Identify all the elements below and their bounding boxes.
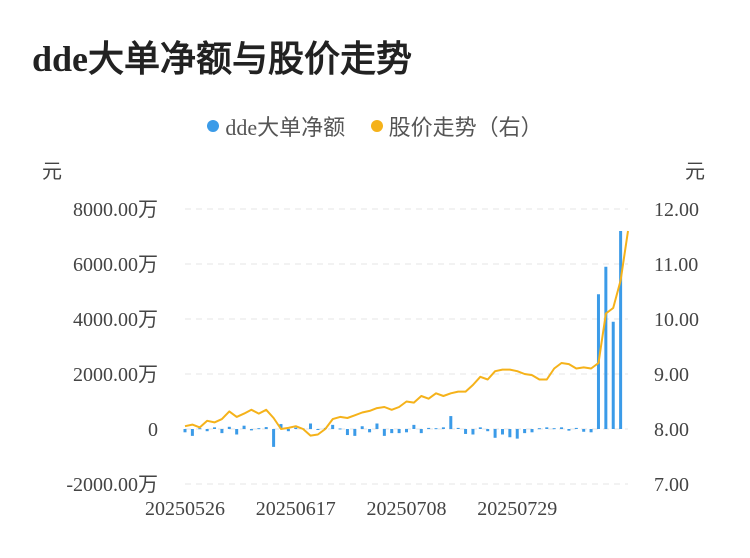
dde-bar bbox=[500, 429, 504, 435]
dde-bar bbox=[471, 429, 475, 435]
dde-bar bbox=[456, 427, 460, 429]
dde-bar bbox=[286, 429, 290, 432]
dde-bar bbox=[419, 429, 423, 434]
dde-bar bbox=[619, 231, 623, 429]
dde-bar bbox=[390, 429, 394, 434]
dde-bar bbox=[412, 424, 416, 429]
dde-bar bbox=[567, 429, 571, 431]
left-axis-ticks: 8000.00万 6000.00万 4000.00万 2000.00万 0 -2000.0… bbox=[66, 199, 158, 496]
dde-bar bbox=[235, 429, 239, 435]
dde-bar bbox=[257, 428, 261, 430]
dde-bar bbox=[309, 423, 313, 429]
dde-bar bbox=[464, 429, 468, 434]
legend-dot-price bbox=[370, 120, 383, 132]
right-tick-label: 12.00 bbox=[654, 199, 699, 221]
x-axis-ticks: 20250526 20250617 20250708 20250729 bbox=[145, 498, 557, 520]
dde-bar bbox=[478, 427, 482, 429]
dde-bar bbox=[353, 429, 357, 436]
dde-bar bbox=[375, 423, 379, 429]
dde-bar bbox=[190, 429, 194, 436]
dde-bar bbox=[493, 429, 497, 438]
dde-bars bbox=[183, 231, 623, 447]
left-tick-label: 8000.00万 bbox=[73, 199, 158, 221]
dde-bar bbox=[530, 429, 534, 433]
dde-bar bbox=[611, 321, 615, 429]
dde-bar bbox=[198, 428, 202, 430]
left-tick-label: 0 bbox=[148, 419, 158, 441]
dde-bar bbox=[205, 429, 209, 432]
dde-bar bbox=[508, 429, 512, 438]
legend-label-dde: dde大单净额 bbox=[225, 115, 346, 140]
right-tick-label: 10.00 bbox=[654, 309, 699, 331]
dde-bar bbox=[264, 427, 268, 429]
right-tick-label: 11.00 bbox=[654, 254, 698, 276]
legend-dot-dde bbox=[207, 120, 220, 132]
dde-bar bbox=[523, 429, 527, 434]
left-tick-label: 4000.00万 bbox=[73, 309, 158, 331]
dde-bar bbox=[183, 429, 187, 433]
dde-bar bbox=[582, 429, 586, 432]
left-tick-label: -2000.00万 bbox=[66, 474, 158, 496]
dde-bar bbox=[449, 416, 453, 429]
right-tick-label: 9.00 bbox=[654, 364, 689, 386]
dde-bar bbox=[360, 426, 364, 429]
dde-bar bbox=[338, 428, 342, 430]
right-tick-label: 7.00 bbox=[654, 474, 689, 496]
dde-bar bbox=[316, 429, 320, 430]
dde-bar bbox=[331, 424, 335, 429]
dde-bar bbox=[345, 429, 349, 436]
x-tick-label: 20250617 bbox=[256, 498, 336, 520]
dde-bar bbox=[242, 425, 246, 429]
legend-label-price: 股价走势（右） bbox=[388, 115, 543, 140]
x-tick-label: 20250708 bbox=[367, 498, 447, 520]
dde-bar bbox=[515, 429, 519, 439]
dde-bar bbox=[368, 429, 372, 433]
price-line-group bbox=[184, 230, 629, 437]
dde-bar bbox=[294, 427, 298, 429]
dde-bar bbox=[486, 429, 490, 432]
dde-bar bbox=[405, 429, 408, 433]
left-tick-label: 6000.00万 bbox=[73, 254, 158, 276]
dde-bar bbox=[604, 266, 608, 429]
chart-title: dde大单净额与股价走势 bbox=[32, 39, 413, 79]
legend-item-dde[interactable]: dde大单净额 bbox=[207, 110, 345, 142]
dde-bar bbox=[227, 426, 231, 429]
dde-bar bbox=[589, 429, 593, 433]
right-tick-label: 8.00 bbox=[654, 419, 689, 441]
right-axis-ticks: 12.00 11.00 10.00 9.00 8.00 7.00 bbox=[654, 199, 699, 496]
x-tick-label: 20250526 bbox=[145, 498, 225, 520]
chart-legend: dde大单净额 股价走势（右） bbox=[0, 110, 750, 142]
legend-item-price[interactable]: 股价走势（右） bbox=[370, 110, 543, 142]
x-tick-label: 20250729 bbox=[477, 498, 557, 520]
dde-bar bbox=[397, 429, 401, 434]
dde-bar bbox=[441, 427, 445, 429]
right-axis-unit: 元 bbox=[685, 161, 705, 183]
dde-bar bbox=[537, 428, 541, 430]
dde-bar bbox=[249, 429, 253, 431]
dde-bar bbox=[279, 424, 283, 429]
dde-bar bbox=[220, 429, 224, 434]
left-axis-unit: 元 bbox=[42, 161, 62, 183]
dde-bar bbox=[552, 428, 556, 430]
left-tick-label: 2000.00万 bbox=[73, 364, 158, 386]
dde-bar bbox=[427, 427, 431, 429]
grid-lines bbox=[185, 208, 628, 485]
dde-bar bbox=[560, 427, 564, 429]
dde-bar bbox=[434, 428, 438, 430]
dde-bar bbox=[545, 427, 549, 429]
price-line bbox=[184, 230, 629, 437]
dde-bar bbox=[382, 429, 386, 436]
dde-bar bbox=[213, 427, 217, 429]
dde-bar bbox=[272, 429, 276, 447]
dde-bar bbox=[574, 427, 578, 429]
